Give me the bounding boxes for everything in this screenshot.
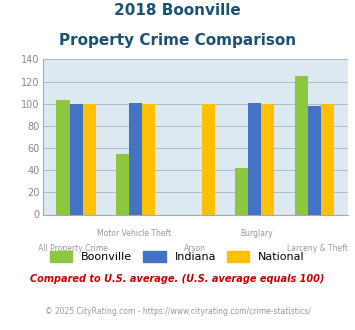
- Text: Motor Vehicle Theft: Motor Vehicle Theft: [97, 229, 171, 238]
- Text: 2018 Boonville: 2018 Boonville: [114, 3, 241, 18]
- Text: Property Crime Comparison: Property Crime Comparison: [59, 33, 296, 48]
- Bar: [308, 106, 321, 214]
- Bar: [142, 104, 155, 214]
- Bar: [261, 104, 274, 214]
- Text: © 2025 CityRating.com - https://www.cityrating.com/crime-statistics/: © 2025 CityRating.com - https://www.city…: [45, 307, 310, 316]
- Text: Burglary: Burglary: [240, 229, 273, 238]
- Bar: [83, 104, 96, 214]
- Bar: [321, 104, 334, 214]
- Bar: [129, 103, 142, 214]
- Bar: [56, 100, 70, 214]
- Bar: [248, 103, 261, 214]
- Bar: [202, 104, 215, 214]
- Text: Arson: Arson: [184, 244, 206, 253]
- Legend: Boonville, Indiana, National: Boonville, Indiana, National: [46, 247, 309, 267]
- Text: All Property Crime: All Property Crime: [38, 244, 108, 253]
- Bar: [295, 76, 308, 215]
- Bar: [70, 104, 83, 214]
- Bar: [235, 168, 248, 214]
- Text: Larceny & Theft: Larceny & Theft: [287, 244, 348, 253]
- Bar: [116, 153, 129, 214]
- Text: Compared to U.S. average. (U.S. average equals 100): Compared to U.S. average. (U.S. average …: [30, 274, 325, 284]
